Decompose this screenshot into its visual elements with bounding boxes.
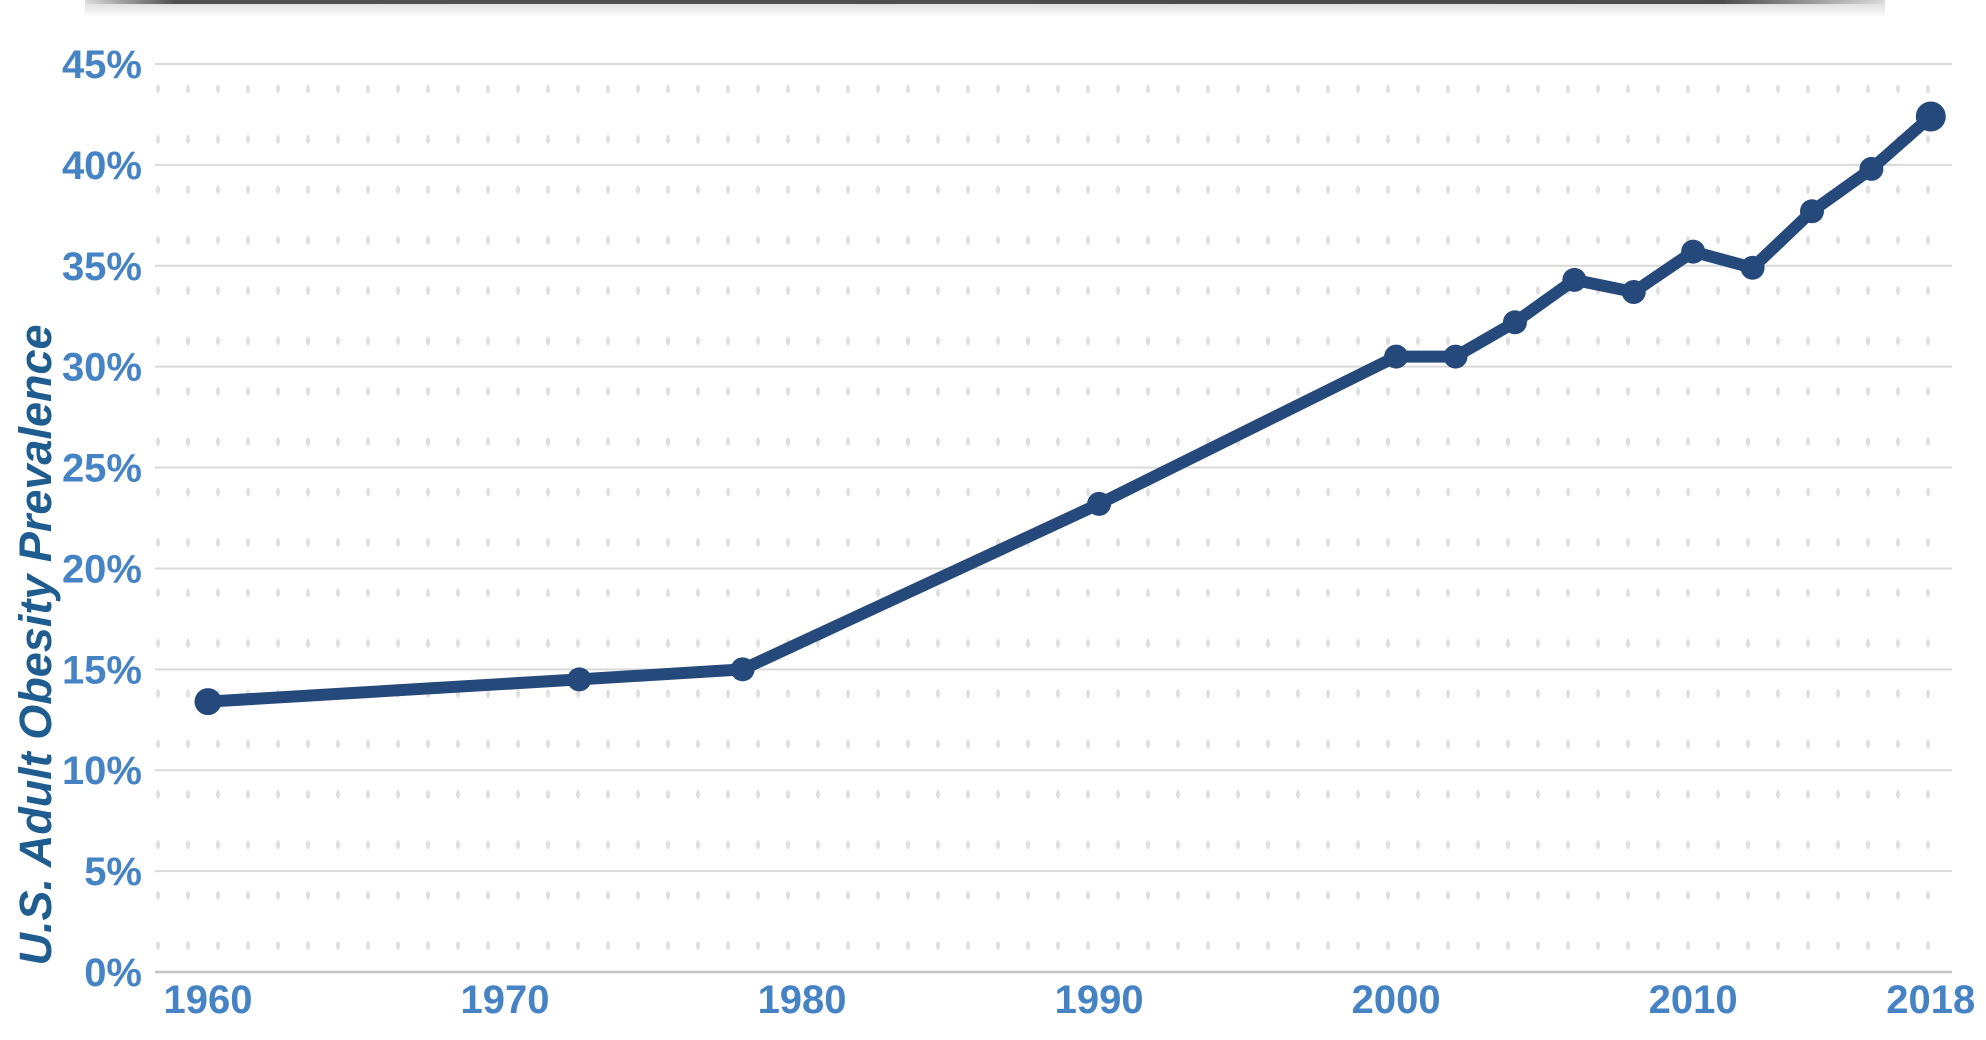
data-point-2012-34.9pct: [1740, 255, 1765, 280]
series-line: [202, 110, 1937, 708]
data-point-2018-42.4pct: [1915, 101, 1946, 132]
data-point-2016-39.8pct: [1859, 156, 1884, 181]
data-point-2006-34.3pct: [1562, 267, 1587, 292]
y-tick-label-5%: 5%: [84, 850, 142, 894]
y-tick-label-10%: 10%: [62, 749, 142, 793]
x-tick-label-1960: 1960: [164, 978, 253, 1022]
data-point-2008-33.7pct: [1621, 280, 1646, 305]
data-point-1990-23.2pct: [1087, 491, 1112, 516]
x-tick-label-1980: 1980: [758, 978, 847, 1022]
x-tick-label-2000: 2000: [1352, 978, 1441, 1022]
y-tick-label-15%: 15%: [62, 648, 142, 692]
data-point-2004-32.2pct: [1502, 310, 1527, 335]
data-point-2014-37.7pct: [1799, 199, 1824, 224]
y-tick-label-30%: 30%: [62, 346, 142, 390]
x-tick-label-1990: 1990: [1055, 978, 1144, 1022]
data-point-2010-35.7pct: [1681, 239, 1706, 264]
x-tick-label-2018: 2018: [1886, 978, 1975, 1022]
data-point-2002-30.5pct: [1443, 344, 1468, 369]
y-tick-label-45%: 45%: [62, 43, 142, 87]
y-tick-label-25%: 25%: [62, 447, 142, 491]
y-tick-label-35%: 35%: [62, 245, 142, 289]
y-tick-label-40%: 40%: [62, 144, 142, 188]
data-point-1972.5-14.5pct: [567, 667, 592, 692]
data-point-1978-15pct: [730, 657, 755, 682]
x-tick-label-1970: 1970: [461, 978, 550, 1022]
y-tick-label-20%: 20%: [62, 547, 142, 591]
data-point-1960-13.4pct: [194, 688, 222, 716]
data-point-2000-30.5pct: [1384, 344, 1409, 369]
y-tick-label-0%: 0%: [84, 951, 142, 995]
x-tick-label-2010: 2010: [1649, 978, 1738, 1022]
